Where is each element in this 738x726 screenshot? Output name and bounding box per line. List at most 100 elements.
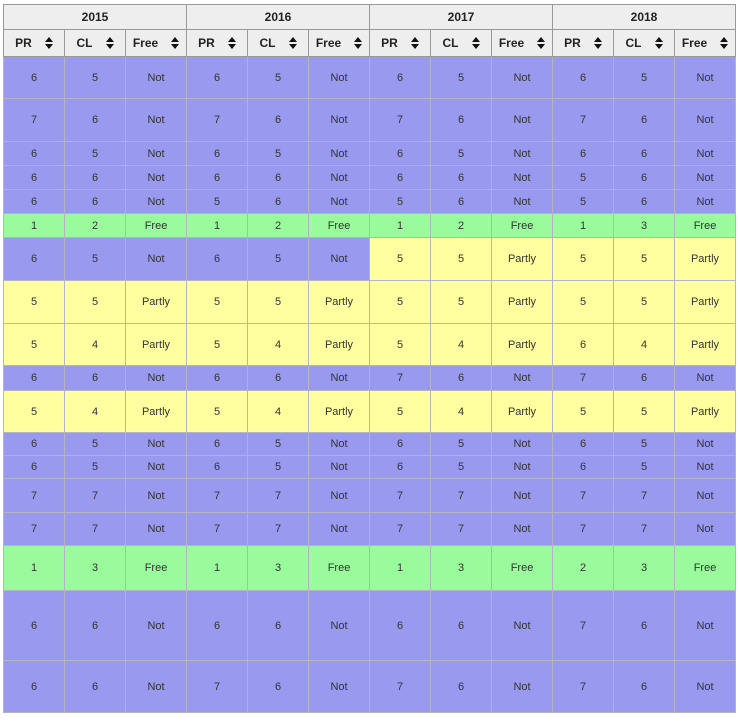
table-row: 6 6 Not 6 6 Not 6 6 Not 7 6 Not [3,590,736,661]
table-cell: 6 [247,165,309,190]
table-cell: 6 [247,590,309,661]
sort-header-2018-pr[interactable]: PR [552,29,614,57]
table-cell: Free [308,213,370,238]
table-cell: Not [308,165,370,190]
table-cell: Free [125,545,187,591]
table-cell: 6 [3,189,65,214]
table-cell: 6 [613,98,675,142]
table-cell: 5 [369,323,431,366]
sort-header-2016-free[interactable]: Free [308,29,370,57]
table-cell: 7 [64,478,126,513]
table-cell: Partly [491,237,553,281]
table-cell: Not [308,189,370,214]
table-cell: Not [125,590,187,661]
table-cell: 5 [186,189,248,214]
table-cell: 6 [552,323,614,366]
table-cell: 5 [247,237,309,281]
table-cell: 7 [186,478,248,513]
table-cell: 7 [369,98,431,142]
table-cell: 2 [430,213,492,238]
table-cell: Not [491,590,553,661]
table-cell: Partly [674,280,736,324]
table-cell: 6 [3,141,65,166]
column-label: Free [315,36,342,50]
table-cell: Not [491,455,553,479]
table-cell: Not [125,165,187,190]
table-cell: 5 [369,237,431,281]
table-row: 7 6 Not 7 6 Not 7 6 Not 7 6 Not [3,98,736,142]
table-cell: 6 [64,165,126,190]
column-label: CL [259,36,276,50]
year-header-2017: 2017 [369,4,553,30]
sort-header-2016-cl[interactable]: CL [247,29,309,57]
sort-header-2018-cl[interactable]: CL [613,29,675,57]
table-cell: Not [674,512,736,546]
table-row: 6 6 Not 5 6 Not 5 6 Not 5 6 Not [3,189,736,214]
sort-header-2017-pr[interactable]: PR [369,29,431,57]
table-cell: 6 [247,189,309,214]
table-cell: Not [308,455,370,479]
table-cell: 6 [186,365,248,391]
table-cell: 3 [430,545,492,591]
sort-header-2015-free[interactable]: Free [125,29,187,57]
table-cell: 6 [552,56,614,99]
sort-arrows-icon [593,37,602,49]
table-cell: Not [491,432,553,456]
table-cell: Partly [308,390,370,433]
table-cell: 5 [613,432,675,456]
table-cell: Not [125,141,187,166]
table-row: 6 5 Not 6 5 Not 5 5 Partly 5 5 Partly [3,237,736,281]
table-cell: 7 [369,478,431,513]
table-cell: 6 [3,237,65,281]
table-cell: Partly [674,237,736,281]
sort-header-2015-cl[interactable]: CL [64,29,126,57]
table-cell: 4 [430,390,492,433]
sort-arrows-icon [105,37,114,49]
table-cell: Partly [674,390,736,433]
table-cell: 6 [552,432,614,456]
table-cell: 6 [247,365,309,391]
table-cell: Not [125,432,187,456]
sort-header-2017-free[interactable]: Free [491,29,553,57]
freedom-ratings-table: 2015 2016 2017 2018 PR CL Free PR CL Fre… [3,4,736,713]
table-cell: 3 [64,545,126,591]
table-cell: 7 [369,660,431,713]
sort-header-2017-cl[interactable]: CL [430,29,492,57]
column-label: CL [442,36,459,50]
table-cell: 6 [64,189,126,214]
sort-header-2016-pr[interactable]: PR [186,29,248,57]
table-cell: Partly [491,323,553,366]
year-header-2018: 2018 [552,4,736,30]
table-cell: 7 [247,478,309,513]
table-cell: Partly [491,390,553,433]
table-cell: 5 [64,432,126,456]
table-cell: 6 [64,660,126,713]
sort-header-2018-free[interactable]: Free [674,29,736,57]
table-cell: 5 [369,280,431,324]
column-label: CL [625,36,642,50]
table-cell: Free [674,213,736,238]
table-cell: 2 [247,213,309,238]
table-cell: 6 [186,590,248,661]
table-cell: 5 [552,237,614,281]
table-row: 1 3 Free 1 3 Free 1 3 Free 2 3 Free [3,545,736,591]
table-row: 1 2 Free 1 2 Free 1 2 Free 1 3 Free [3,213,736,238]
table-cell: Not [308,512,370,546]
table-cell: 6 [613,660,675,713]
table-cell: 5 [430,56,492,99]
table-cell: 1 [369,545,431,591]
table-cell: Not [491,660,553,713]
table-cell: Not [491,56,553,99]
sort-arrows-icon [471,37,480,49]
table-header: 2015 2016 2017 2018 PR CL Free PR CL Fre… [3,4,736,57]
table-cell: 5 [247,280,309,324]
sort-header-2015-pr[interactable]: PR [3,29,65,57]
table-cell: 4 [430,323,492,366]
table-cell: 7 [552,512,614,546]
table-cell: Free [491,213,553,238]
table-cell: 5 [613,237,675,281]
table-cell: Not [308,432,370,456]
table-cell: 2 [552,545,614,591]
table-cell: 5 [552,390,614,433]
